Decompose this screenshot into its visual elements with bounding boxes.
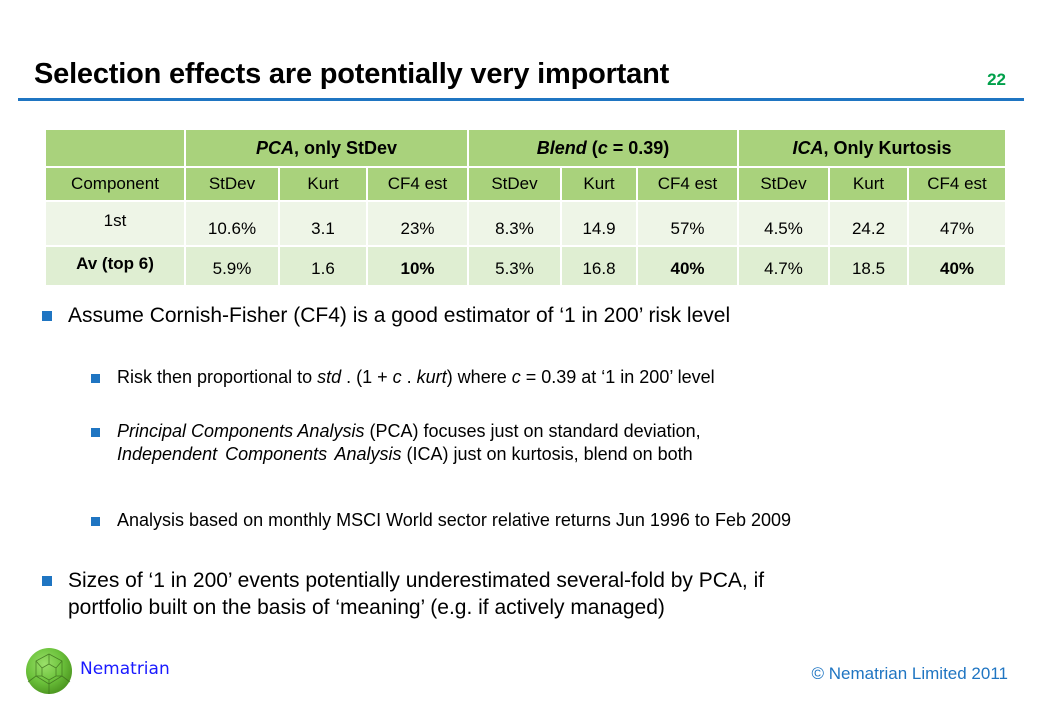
column-header: CF4 est [907,166,1007,202]
table-cell: 4.5% [737,200,830,247]
table-cell: 4.7% [737,245,830,287]
table-cell: 16.8 [560,245,638,287]
bullet-square-icon [91,517,100,526]
table-cell: 24.2 [828,200,909,247]
slide-number: 22 [987,70,1006,89]
table-cell: 57% [636,200,739,247]
empty-header-cell [44,128,186,168]
column-header: Kurt [560,166,638,202]
column-header: StDev [184,166,280,202]
table-cell: 10% [366,245,469,287]
bullet-underestimation: Sizes of ‘1 in 200’ events potentially u… [42,567,764,621]
copyright-notice: © Nematrian Limited 2011 [811,664,1008,683]
row-label: 1st [44,200,186,247]
slide-title: Selection effects are potentially very i… [34,58,670,90]
bullet-risk-proportional: Risk then proportional to std . (1 + c .… [91,366,715,389]
table-row: 1st 10.6% 3.1 23% 8.3% 14.9 57% 4.5% 24.… [44,200,1007,247]
group-header-blend: Blend (c = 0.39) [467,128,739,168]
column-header: StDev [467,166,562,202]
brand-name: Nematrian [80,659,170,679]
column-header: StDev [737,166,830,202]
group-header-row: PCA, only StDev Blend (c = 0.39) ICA, On… [44,128,1007,168]
row-label: Av (top 6) [44,245,186,287]
table-cell: 14.9 [560,200,638,247]
bullet-pca-ica: Principal Components Analysis (PCA) focu… [91,420,701,466]
bullet-analysis-basis: Analysis based on monthly MSCI World sec… [91,509,791,532]
group-header-ica: ICA, Only Kurtosis [737,128,1007,168]
table-cell: 47% [907,200,1007,247]
bullet-square-icon [91,428,100,437]
table-cell: 3.1 [278,200,368,247]
column-header: CF4 est [636,166,739,202]
table-cell: 40% [636,245,739,287]
table-cell: 40% [907,245,1007,287]
column-header: CF4 est [366,166,469,202]
column-header-row: Component StDev Kurt CF4 est StDev Kurt … [44,166,1007,202]
column-header: Component [44,166,186,202]
results-table: PCA, only StDev Blend (c = 0.39) ICA, On… [44,128,1007,287]
table-row: Av (top 6) 5.9% 1.6 10% 5.3% 16.8 40% 4.… [44,245,1007,287]
bullet-square-icon [42,576,52,586]
table-cell: 5.9% [184,245,280,287]
table-cell: 5.3% [467,245,562,287]
title-divider [18,98,1024,101]
bullet-square-icon [42,311,52,321]
column-header: Kurt [828,166,909,202]
table-cell: 10.6% [184,200,280,247]
nematrian-logo-icon [26,648,72,694]
group-header-pca: PCA, only StDev [184,128,469,168]
table-cell: 23% [366,200,469,247]
table-cell: 18.5 [828,245,909,287]
table-cell: 8.3% [467,200,562,247]
table-cell: 1.6 [278,245,368,287]
bullet-cf4-assumption: Assume Cornish-Fisher (CF4) is a good es… [42,302,730,329]
bullet-square-icon [91,374,100,383]
column-header: Kurt [278,166,368,202]
